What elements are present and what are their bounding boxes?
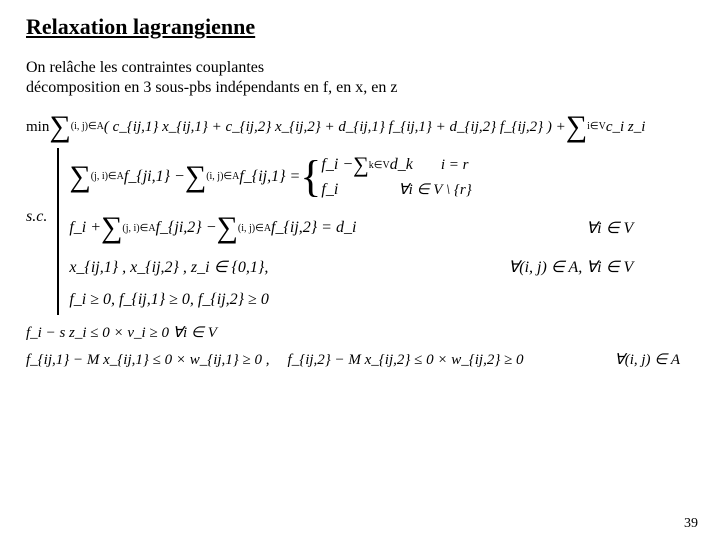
c4-text: f_i ≥ 0, f_{ij,1} ≥ 0, f_{ij,2} ≥ 0 [69,291,269,309]
c5-text: f_i − s z_i ≤ 0 × v_i ≥ 0 ∀i ∈ V [26,325,217,341]
intro-text: On relâche les contraintes couplantes dé… [26,58,694,98]
constraint-3: x_{ij,1} , x_{ij,2} , z_i ∈ {0,1}, ∀(i, … [69,257,669,277]
obj-terms: ( c_{ij,1} x_{ij,1} + c_{ij,2} x_{ij,2} … [104,117,566,138]
c1-sub1: (j, i)∈A [91,171,124,182]
c6-q: ∀(i, j) ∈ A [614,350,680,371]
constraint-5: f_i − s z_i ≤ 0 × v_i ≥ 0 ∀i ∈ V [26,323,694,344]
c2-sub2: (i, j)∈A [238,223,271,234]
c2-head: f_i + [69,219,101,237]
constraint-6: f_{ij,1} − M x_{ij,1} ≤ 0 × w_{ij,1} ≥ 0… [26,350,686,371]
intro-line-2: décomposition en 3 sous-pbs indépendants… [26,79,397,96]
c1-case1-sub: k∈V [369,160,390,171]
c1-mid: f_{ji,1} − [124,168,185,186]
obj-min: min [26,117,49,138]
sigma-icon: ∑ [185,162,206,192]
c1-case2-q: ∀i ∈ V \ {r} [398,180,471,199]
sigma-icon: ∑ [101,213,122,243]
c3-text: x_{ij,1} , x_{ij,2} , z_i ∈ {0,1}, [69,257,268,277]
objective-function: min ∑ (i, j)∈A ( c_{ij,1} x_{ij,1} + c_{… [26,112,694,142]
c2-q: ∀i ∈ V [586,218,633,238]
constraint-4: f_i ≥ 0, f_{ij,1} ≥ 0, f_{ij,2} ≥ 0 [69,291,669,309]
c2-tail: f_{ij,2} = d_i [271,219,356,237]
c1-case1-l: f_i − [321,156,353,174]
c1-case2: f_i [321,181,338,199]
c2-sub1: (j, i)∈A [122,223,155,234]
c3-q: ∀(i, j) ∈ A, ∀i ∈ V [508,257,633,277]
c6b-text: f_{ij,2} − M x_{ij,2} ≤ 0 × w_{ij,2} ≥ 0 [288,350,524,371]
obj-sum1-sub: (i, j)∈A [71,120,104,134]
c6a-text: f_{ij,1} − M x_{ij,1} ≤ 0 × w_{ij,1} ≥ 0… [26,350,270,371]
c1-sub2: (i, j)∈A [206,171,239,182]
constraints-block: s.c. ∑ (j, i)∈A f_{ji,1} − ∑ (i, j)∈A f_… [26,148,694,315]
constraint-1: ∑ (j, i)∈A f_{ji,1} − ∑ (i, j)∈A f_{ij,1… [69,154,669,199]
page-number: 39 [684,516,698,532]
page-title: Relaxation lagrangienne [26,14,694,40]
obj-sum2-sub: i∈V [587,120,606,134]
constraint-2: f_i + ∑ (j, i)∈A f_{ji,2} − ∑ (i, j)∈A f… [69,213,669,243]
c1-case1-tail: d_k [390,156,413,174]
sigma-icon: ∑ [49,112,70,142]
sigma-icon: ∑ [353,154,369,176]
sigma-icon: ∑ [69,162,90,192]
c1-case1-q: i = r [441,157,469,174]
c1-tail: f_{ij,1} = [239,168,300,186]
bracket-content: ∑ (j, i)∈A f_{ji,1} − ∑ (i, j)∈A f_{ij,1… [57,148,669,315]
c2-mid: f_{ji,2} − [156,219,217,237]
brace-icon: { [300,154,321,199]
sigma-icon: ∑ [217,213,238,243]
sigma-icon: ∑ [566,112,587,142]
sc-label: s.c. [26,148,47,226]
intro-line-1: On relâche les contraintes couplantes [26,59,264,76]
obj-tail: c_i z_i [606,117,646,138]
